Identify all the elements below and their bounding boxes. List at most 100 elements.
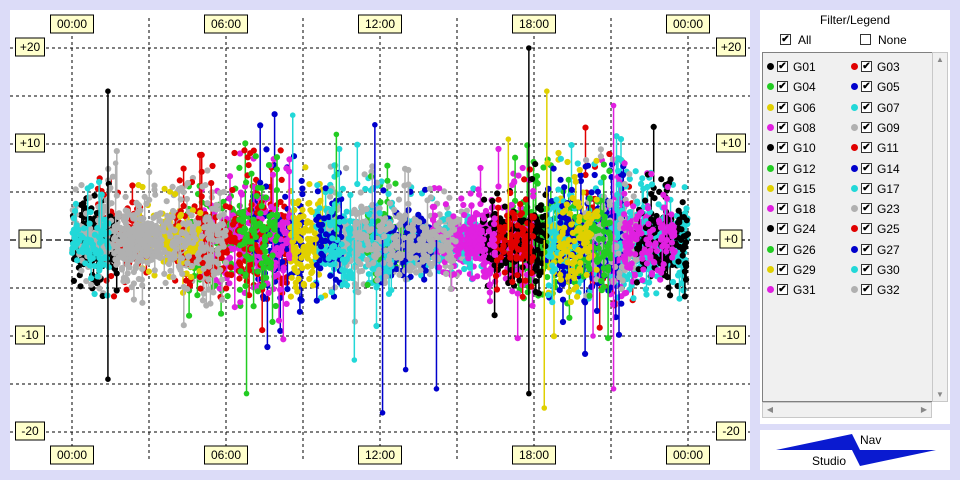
data-point <box>296 308 303 315</box>
data-point <box>583 157 590 164</box>
data-point <box>302 164 309 171</box>
data-point <box>224 293 231 300</box>
data-point <box>621 181 628 188</box>
data-point <box>299 185 306 192</box>
data-point <box>648 181 656 188</box>
data-point <box>444 211 451 218</box>
data-point <box>582 350 589 357</box>
data-point <box>544 274 551 281</box>
data-point <box>594 188 602 195</box>
data-point <box>557 176 564 183</box>
data-point <box>317 265 324 272</box>
data-point <box>667 292 674 299</box>
data-point <box>632 168 639 175</box>
data-points <box>69 45 692 416</box>
data-point <box>446 194 453 201</box>
data-point <box>322 185 329 192</box>
data-point <box>257 122 264 129</box>
data-point <box>70 277 78 284</box>
data-point <box>540 164 547 171</box>
data-point <box>591 171 598 179</box>
data-point <box>642 286 649 293</box>
data-point <box>509 182 516 189</box>
data-point <box>681 184 688 191</box>
data-point <box>260 293 267 300</box>
data-point <box>555 149 562 157</box>
data-point <box>549 299 556 306</box>
data-point <box>553 196 560 203</box>
data-point <box>146 168 153 176</box>
data-point <box>300 282 308 289</box>
data-point <box>274 271 281 278</box>
data-point <box>236 275 243 282</box>
data-point <box>280 264 287 271</box>
data-point <box>309 282 317 289</box>
data-point <box>626 271 633 278</box>
data-point <box>108 273 115 280</box>
data-point <box>229 186 236 194</box>
data-point <box>566 314 573 321</box>
data-point <box>290 214 297 221</box>
data-point <box>519 164 526 172</box>
data-point <box>630 295 637 302</box>
data-point <box>284 219 291 226</box>
data-point <box>152 191 159 198</box>
data-point <box>327 272 334 279</box>
data-point <box>533 173 541 180</box>
plot-panel: 00:00 00:00 06:00 06:00 12:00 12:00 18:00 18:00… <box>10 10 750 470</box>
data-point <box>545 291 552 299</box>
data-point <box>565 176 572 183</box>
data-point <box>362 185 369 193</box>
data-point <box>244 154 251 161</box>
data-point <box>80 200 87 207</box>
data-point <box>309 268 316 275</box>
data-point <box>115 210 123 217</box>
data-point <box>491 312 498 319</box>
data-point <box>183 195 190 203</box>
data-point <box>145 268 152 275</box>
data-point <box>309 244 316 251</box>
data-point <box>162 279 169 286</box>
data-point <box>77 283 84 290</box>
data-point <box>280 336 287 343</box>
data-point <box>555 186 562 193</box>
data-point <box>314 188 321 195</box>
data-point <box>274 244 281 252</box>
data-point <box>470 185 477 192</box>
data-point <box>135 182 142 189</box>
data-point <box>557 155 565 162</box>
data-point <box>291 255 298 262</box>
data-point <box>227 264 234 271</box>
data-point <box>286 255 293 262</box>
data-point <box>550 165 557 172</box>
data-point <box>226 195 233 202</box>
data-point <box>343 208 350 215</box>
data-point <box>475 186 482 193</box>
data-point <box>626 175 633 183</box>
data-point <box>633 256 640 263</box>
data-point <box>679 199 686 206</box>
data-point <box>646 279 653 286</box>
data-point <box>277 198 284 206</box>
data-point <box>318 227 325 234</box>
data-point <box>648 190 655 198</box>
data-point <box>596 324 603 331</box>
data-point <box>303 219 310 227</box>
data-point <box>313 297 320 304</box>
data-point <box>269 171 277 178</box>
data-point <box>151 272 158 279</box>
data-point <box>615 181 622 188</box>
data-point <box>676 295 683 302</box>
data-point <box>359 267 366 274</box>
data-point <box>275 317 283 324</box>
data-point <box>132 265 140 272</box>
data-point <box>95 217 102 224</box>
data-point <box>577 177 585 185</box>
data-point <box>508 201 515 208</box>
data-point <box>639 175 646 182</box>
data-point <box>265 289 272 297</box>
data-point <box>277 147 284 154</box>
data-point <box>283 165 290 172</box>
data-point <box>669 278 677 286</box>
data-point <box>302 225 309 232</box>
